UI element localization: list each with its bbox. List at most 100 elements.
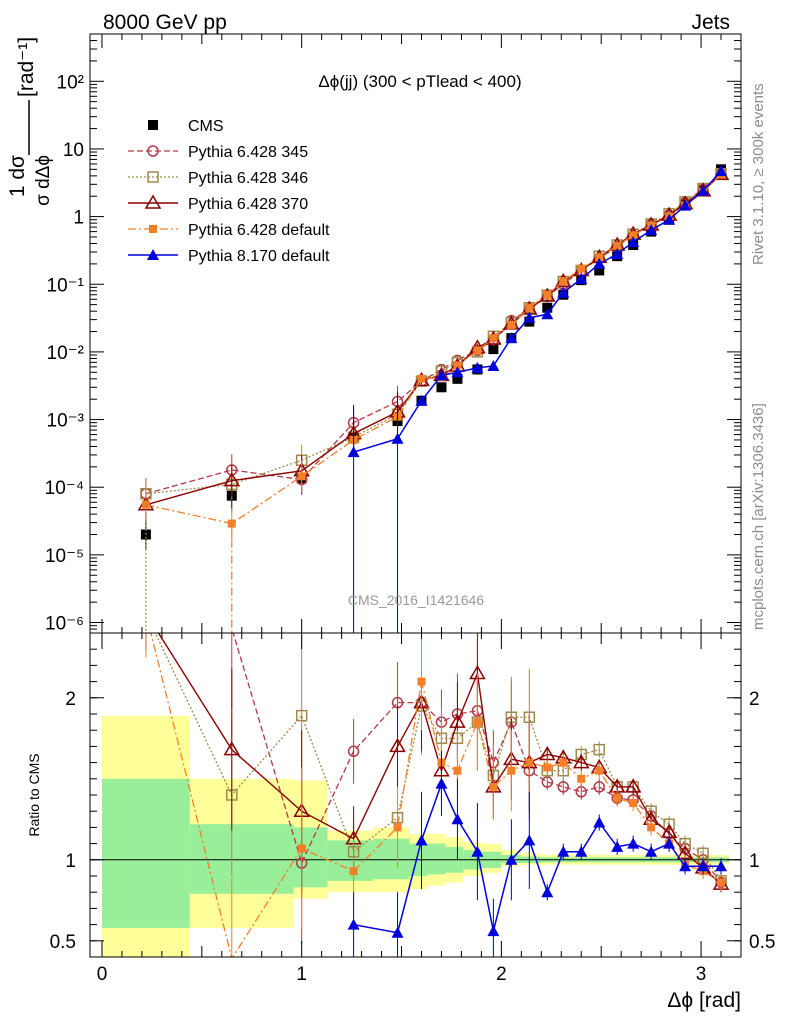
data-point	[452, 373, 463, 384]
legend-label: Pythia 6.428 default	[188, 222, 330, 239]
ratio-point	[487, 925, 500, 937]
legend-label: Pythia 6.428 370	[188, 196, 308, 213]
ratio-y-tick-label-right: 1	[749, 851, 760, 872]
ratio-point	[453, 766, 462, 775]
series-pythia-6-428-345	[140, 167, 727, 510]
series-pythia-6-428-346	[140, 167, 727, 510]
data-point	[525, 303, 534, 312]
ratio-point	[389, 737, 406, 753]
data-point	[415, 394, 428, 406]
ratio-point	[347, 918, 360, 930]
ratio-point	[473, 718, 482, 727]
data-point	[697, 184, 710, 196]
ylabel-numerator: 1 dσ	[6, 155, 29, 197]
data-point	[594, 265, 605, 276]
ratio-point	[489, 782, 498, 791]
data-point	[575, 272, 588, 284]
x-tick-label: 1	[296, 964, 307, 985]
data-point	[543, 290, 552, 299]
ratio-point	[557, 845, 570, 857]
y-tick-label: 10	[63, 140, 84, 161]
data-point	[451, 366, 464, 378]
x-tick-label: 3	[696, 964, 707, 985]
data-point	[645, 224, 658, 236]
y-tick-label: 10²	[57, 72, 84, 93]
ratio-point	[391, 926, 404, 938]
legend-label: Pythia 8.170 default	[188, 248, 330, 265]
ratio-point	[595, 766, 604, 775]
data-point	[453, 361, 462, 370]
data-point	[391, 432, 404, 444]
ratio-point	[525, 758, 534, 767]
legend-marker	[147, 145, 159, 157]
series-line	[145, 173, 722, 495]
legend: CMS Pythia 6.428 345 Pythia 6.428 346 Pythi…	[128, 118, 330, 265]
ratio-point	[541, 886, 554, 898]
ratio-point	[593, 781, 605, 793]
ratio-point	[449, 713, 466, 728]
uncertainty-band-inner	[427, 843, 446, 875]
data-point	[473, 346, 482, 355]
header-right: Jets	[691, 11, 730, 34]
ratio-point	[523, 834, 536, 846]
ratio-point	[593, 816, 606, 828]
uncertainty-band-inner	[373, 838, 410, 880]
uncertainty-band-inner	[101, 778, 190, 928]
ratio-point	[575, 845, 588, 857]
ratio-point	[507, 766, 516, 775]
legend-marker	[147, 249, 159, 260]
y-tick-label: 10⁻¹	[47, 275, 85, 296]
data-point	[559, 277, 568, 286]
data-point	[577, 264, 586, 273]
ratio-point	[451, 813, 464, 825]
ratio-plot-panel: 0.5 0.5 1 1 2 2 0 1 2 3 Ratio to CMS Δϕ [rad]	[26, 632, 775, 1012]
ratio-point	[624, 778, 642, 793]
data-point	[663, 213, 676, 225]
legend-label: Pythia 6.428 345	[188, 144, 308, 161]
data-point	[541, 308, 554, 320]
data-point	[297, 472, 306, 481]
ratio-point	[415, 834, 428, 846]
ratio-point	[505, 853, 518, 865]
ratio-point	[349, 867, 358, 876]
y-tick-label: 10⁻⁵	[45, 546, 84, 567]
data-point	[471, 361, 484, 373]
legend-label: Pythia 6.428 346	[188, 170, 308, 187]
data-point	[613, 241, 622, 250]
data-point	[595, 253, 604, 262]
y-tick-label: 10⁻⁴	[45, 478, 84, 499]
ratio-point	[593, 743, 605, 756]
data-point	[223, 472, 241, 487]
data-point	[523, 311, 536, 323]
data-point	[436, 382, 447, 393]
ratio-y-tick-label: 0.5	[50, 932, 76, 953]
x-tick-label: 2	[496, 964, 507, 985]
ratio-point	[572, 754, 590, 769]
data-point	[593, 257, 606, 269]
uncertainty-band-inner	[189, 824, 294, 894]
ratio-point	[347, 745, 360, 758]
ratio-point	[543, 763, 552, 772]
ratio-point	[645, 845, 658, 857]
data-point	[542, 302, 553, 313]
series-pythia-8-170-default	[347, 165, 728, 633]
data-point	[629, 231, 638, 240]
ratio-point	[435, 777, 448, 789]
ratio-point	[647, 823, 656, 832]
data-point	[557, 286, 570, 298]
ratio-point	[679, 860, 692, 872]
legend-entry-pythia-8-170-default: Pythia 8.170 default	[128, 248, 330, 265]
legend-marker	[149, 225, 157, 233]
series-line	[145, 173, 722, 525]
y-tick-label: 10⁻²	[47, 343, 85, 364]
ratio-point	[715, 860, 728, 872]
ylabel-unit: [rad⁻¹]	[15, 37, 38, 97]
data-point	[627, 236, 640, 248]
legend-marker	[147, 171, 159, 183]
data-point	[488, 344, 499, 355]
ratio-point	[297, 844, 306, 853]
ratio-point	[295, 709, 308, 722]
ratio-y-tick-label-right: 0.5	[749, 932, 775, 953]
legend-entry-pythia-6-428-345: Pythia 6.428 345	[128, 144, 308, 161]
uncertainty-band-inner	[293, 827, 328, 888]
